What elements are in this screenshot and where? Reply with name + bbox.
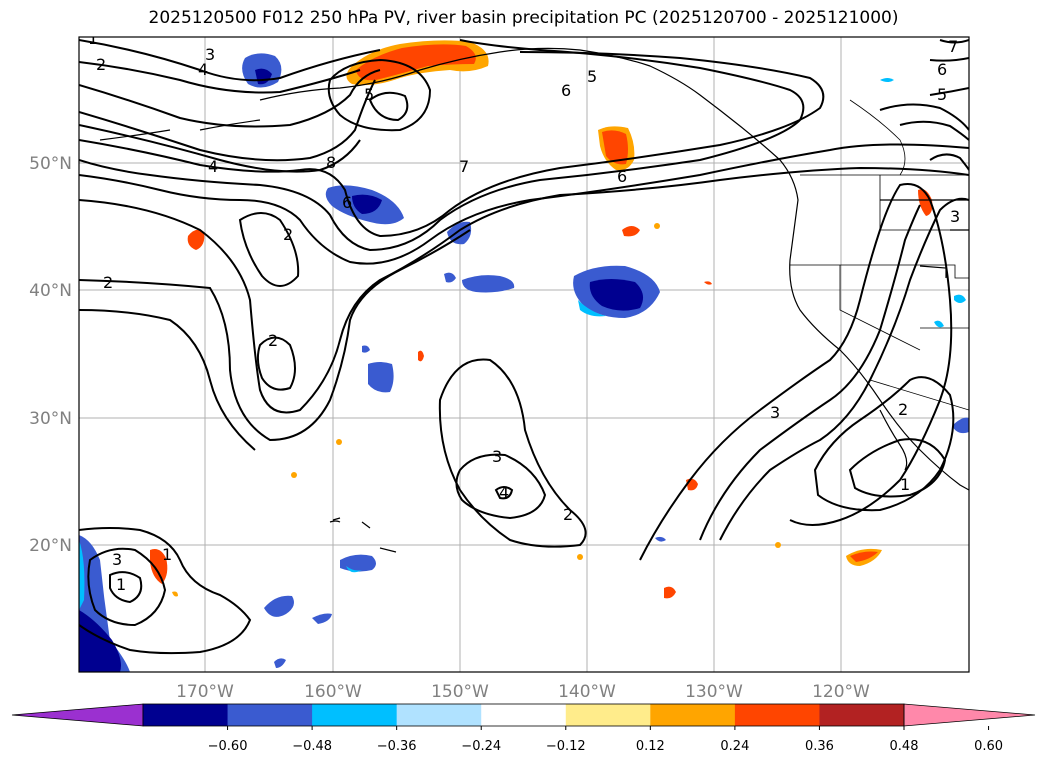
contour-label: 2 [283, 225, 293, 244]
contour-label: 2 [563, 505, 573, 524]
colorbar-tick-label: −0.36 [377, 739, 417, 754]
contour-label: 3 [205, 45, 215, 64]
colorbar-segment [481, 704, 567, 726]
lon-label: 140°W [558, 682, 616, 702]
lon-label: 120°W [812, 682, 870, 702]
contour-label: 7 [948, 37, 958, 56]
contour-label: 3 [950, 207, 960, 226]
contour-label: 1 [88, 29, 98, 48]
contour-label: 4 [198, 60, 208, 79]
contour-label: 1 [162, 545, 172, 564]
latitude-labels: 50°N 40°N 30°N 20°N [29, 154, 72, 556]
colorbar-extend-low [11, 703, 144, 727]
colorbar-tick-label: 0.24 [720, 739, 749, 754]
contour-label: 2 [103, 273, 113, 292]
contour-label: 1 [116, 575, 126, 594]
contour-labels: 1 2 3 4 5 6 5 6 2 4 8 7 6 2 2 3 4 2 3 1 … [88, 29, 960, 594]
lat-label: 30°N [29, 409, 72, 429]
colorbar-tick-label: 0.60 [974, 739, 1003, 754]
contour-label: 6 [342, 193, 352, 212]
colorbar-segment [396, 704, 482, 726]
map-title: 2025120500 F012 250 hPa PV, river basin … [148, 8, 899, 28]
contour-label: 2 [268, 331, 278, 350]
contour-label: 6 [617, 167, 627, 186]
lat-label: 40°N [29, 281, 72, 301]
contour-label: 5 [587, 67, 597, 86]
contour-label: 6 [937, 60, 947, 79]
colorbar-tick-label: 0.36 [805, 739, 834, 754]
colorbar-extend-high [903, 703, 1036, 727]
contour-label: 6 [561, 81, 571, 100]
colorbar-segment [819, 704, 905, 726]
contour-label: 7 [459, 157, 469, 176]
longitude-labels: 170°W 160°W 150°W 140°W 130°W 120°W [176, 682, 870, 702]
contour-label: 3 [112, 550, 122, 569]
contour-label: 5 [364, 85, 374, 104]
lon-label: 170°W [176, 682, 234, 702]
colorbar-tick-label: −0.60 [208, 739, 248, 754]
colorbar-segment [143, 704, 229, 726]
plot-frame [78, 36, 970, 673]
plot-area: 1 2 3 4 5 6 5 6 2 4 8 7 6 2 2 3 4 2 3 1 … [79, 29, 969, 672]
lon-label: 150°W [431, 682, 489, 702]
negative-precip-blobs [79, 53, 969, 672]
contour-label: 2 [96, 55, 106, 74]
colorbar-tick-label: −0.48 [292, 739, 332, 754]
contour-label: 8 [326, 153, 336, 172]
gridlines [79, 37, 969, 672]
lat-label: 20°N [29, 536, 72, 556]
colorbar-segment [312, 704, 398, 726]
contour-label: 2 [898, 400, 908, 419]
contour-label: 3 [492, 447, 502, 466]
colorbar-frame [142, 703, 905, 727]
contour-label: 1 [900, 475, 910, 494]
colorbar-tick-label: 0.12 [636, 739, 665, 754]
contour-label: 4 [208, 157, 218, 176]
contour-label: 3 [770, 403, 780, 422]
positive-precip-blobs [150, 40, 933, 599]
lat-label: 50°N [29, 154, 72, 174]
colorbar-segment [565, 704, 651, 726]
colorbar-tick-label: −0.24 [461, 739, 501, 754]
lon-label: 130°W [685, 682, 743, 702]
lon-label: 160°W [304, 682, 362, 702]
borders [790, 99, 969, 411]
contour-label: 5 [937, 85, 947, 104]
colorbar: −0.60 −0.48 −0.36 −0.24 −0.12 0.12 0.24 0.36 0.4… [11, 703, 1036, 754]
colorbar-segment [227, 704, 313, 726]
contour-label: 4 [499, 483, 509, 502]
colorbar-tick-label: 0.48 [890, 739, 919, 754]
colorbar-tick-label: −0.12 [546, 739, 586, 754]
colorbar-segment [734, 704, 820, 726]
colorbar-segment [650, 704, 736, 726]
